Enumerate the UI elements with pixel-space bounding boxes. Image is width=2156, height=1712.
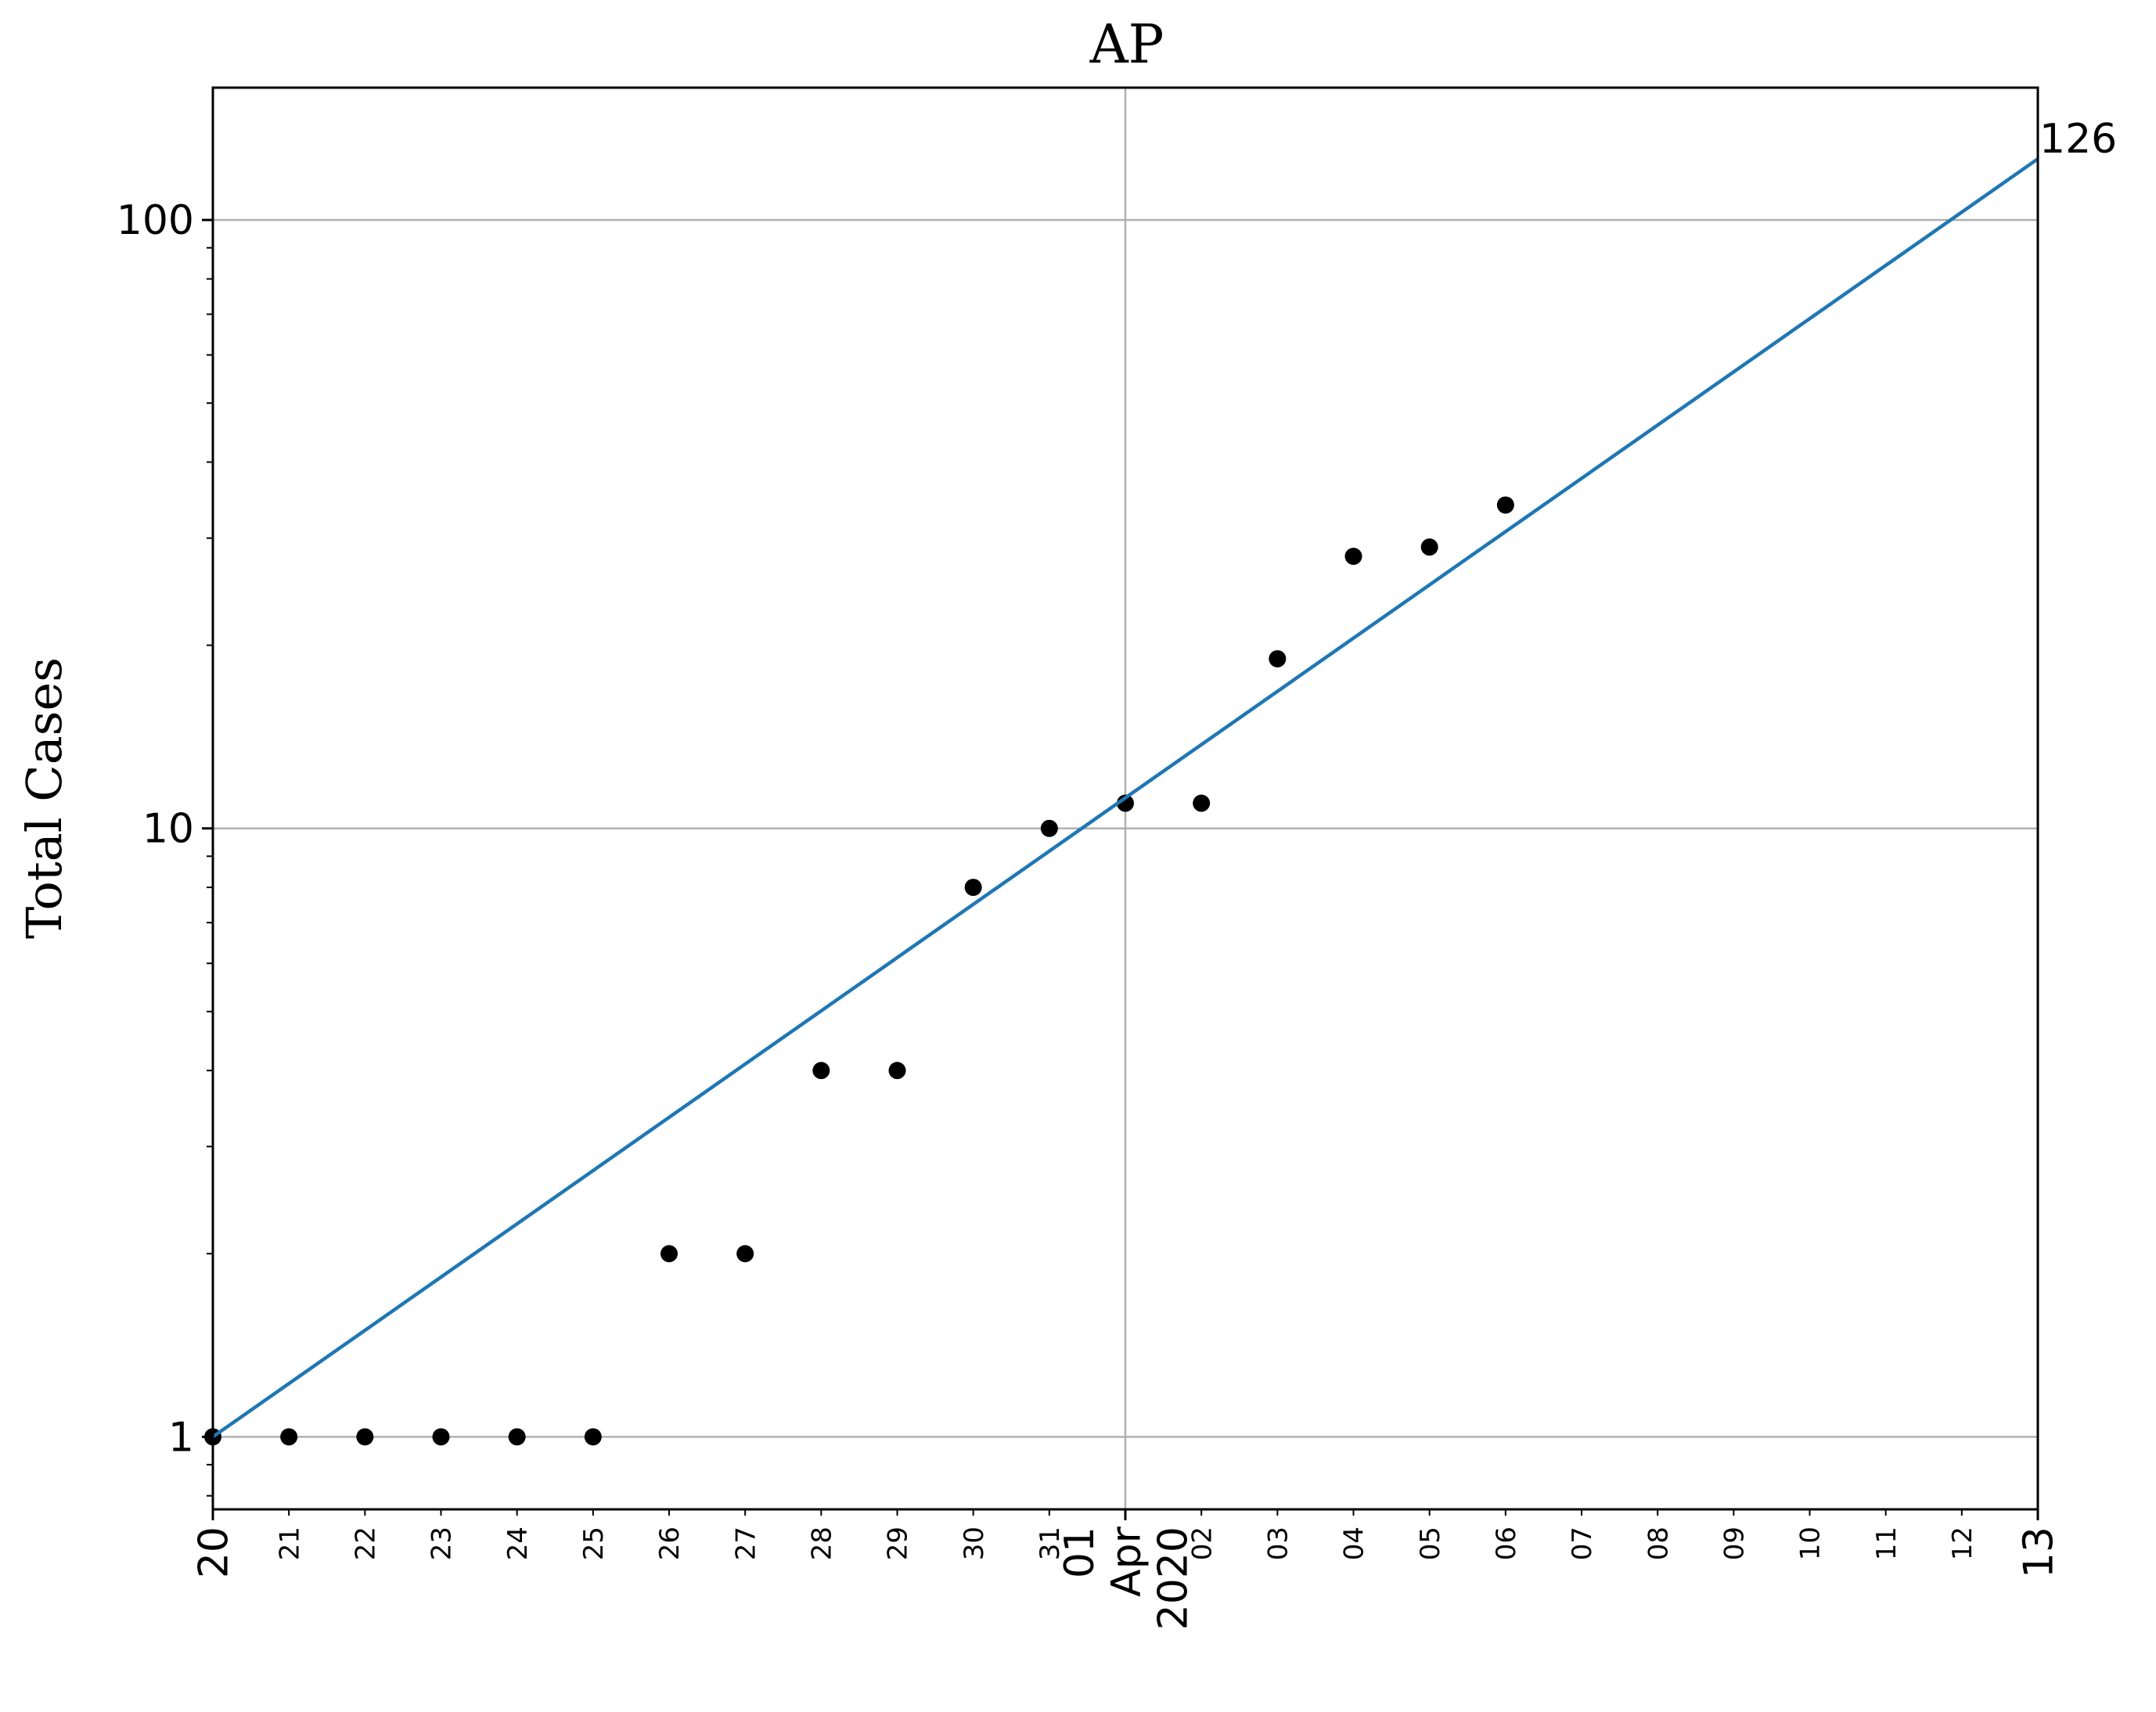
data-point bbox=[1420, 538, 1438, 556]
data-point bbox=[356, 1428, 374, 1446]
x-tick-label: 10 bbox=[1795, 1527, 1827, 1560]
chart-title: AP bbox=[1089, 14, 1164, 76]
x-tick-label: 13 bbox=[2016, 1527, 2063, 1578]
x-tick-label: 12 bbox=[1947, 1527, 1978, 1560]
x-tick-label: 03 bbox=[1263, 1527, 1294, 1560]
x-tick-label: 07 bbox=[1567, 1527, 1598, 1560]
data-point bbox=[1193, 794, 1211, 812]
x-tick-label: 08 bbox=[1643, 1527, 1674, 1560]
x-tick-label: Apr bbox=[1103, 1526, 1150, 1597]
x-tick-label: 30 bbox=[959, 1527, 990, 1560]
data-point bbox=[660, 1245, 678, 1263]
x-tick-label: 23 bbox=[427, 1527, 458, 1560]
x-tick-label: 05 bbox=[1415, 1527, 1446, 1560]
x-tick-label: 01 bbox=[1056, 1527, 1103, 1578]
x-tick-label: 27 bbox=[730, 1527, 761, 1560]
x-tick-label: 2020 bbox=[1150, 1527, 1197, 1630]
data-point bbox=[432, 1428, 450, 1446]
x-tick-label: 06 bbox=[1491, 1527, 1522, 1560]
x-tick-label: 11 bbox=[1871, 1527, 1902, 1560]
plot-marks: 126 bbox=[204, 116, 2117, 1446]
y-axis-label: Total Cases bbox=[16, 657, 73, 939]
x-tick-label: 26 bbox=[654, 1527, 686, 1560]
x-tick-label: 31 bbox=[1035, 1527, 1066, 1560]
data-point bbox=[508, 1428, 526, 1446]
x-tick-label: 28 bbox=[807, 1527, 838, 1560]
data-point bbox=[812, 1062, 830, 1080]
x-tick-label: 24 bbox=[502, 1527, 534, 1560]
x-tick-label: 29 bbox=[883, 1527, 914, 1560]
data-point bbox=[736, 1245, 754, 1263]
trend-line bbox=[211, 157, 2039, 1439]
x-tick-label: 02 bbox=[1186, 1527, 1218, 1560]
data-point bbox=[1269, 649, 1287, 667]
data-point bbox=[584, 1428, 602, 1446]
y-tick-label: 1 bbox=[168, 1414, 194, 1461]
x-tick-label: 20 bbox=[191, 1527, 238, 1578]
end-value-label: 126 bbox=[2039, 116, 2117, 163]
x-tick-label: 09 bbox=[1719, 1527, 1751, 1560]
data-point bbox=[280, 1428, 298, 1446]
x-tick-label: 21 bbox=[274, 1527, 305, 1560]
y-tick-label: 10 bbox=[142, 806, 194, 853]
x-tick-label: 25 bbox=[578, 1527, 610, 1560]
data-point bbox=[888, 1062, 906, 1080]
data-point bbox=[964, 879, 982, 897]
x-tick-label: 22 bbox=[351, 1527, 382, 1560]
data-point bbox=[1496, 496, 1514, 514]
x-tick-label: 04 bbox=[1339, 1527, 1370, 1560]
data-point bbox=[1344, 548, 1362, 566]
data-point bbox=[1040, 819, 1058, 837]
y-tick-label: 100 bbox=[117, 197, 194, 244]
